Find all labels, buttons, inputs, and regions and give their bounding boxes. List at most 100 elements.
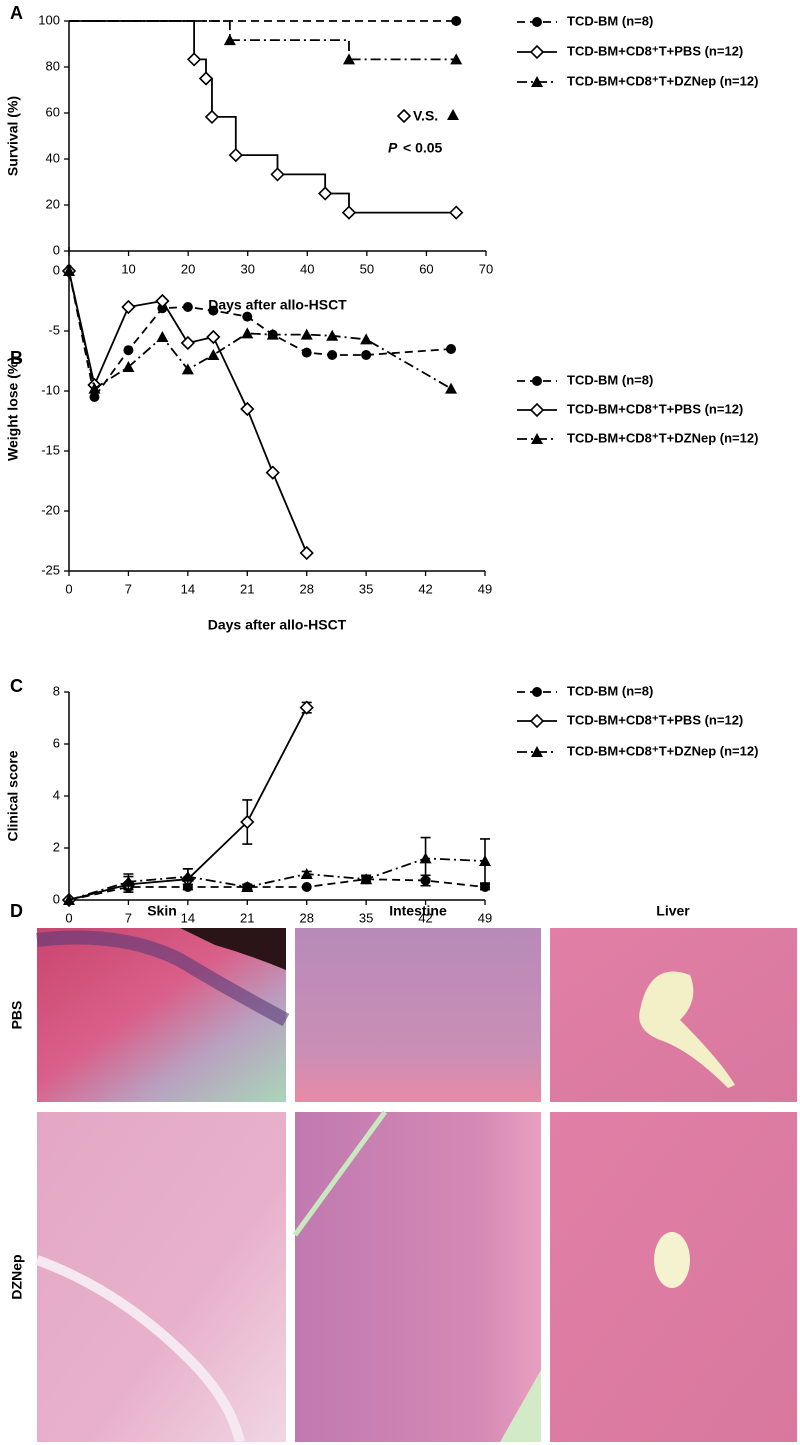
marker [181,870,194,882]
series-line [69,20,457,61]
y-axis-label: Clinical score [5,750,21,841]
x-tick-label: 70 [479,261,493,276]
legend-marker [532,376,542,386]
marker [361,350,372,360]
marker [182,302,193,312]
marker [180,335,195,351]
series-line [68,857,486,901]
y-tick-label: 8 [53,683,60,698]
histology-images [35,928,797,1444]
marker [301,347,312,358]
image-detail [36,930,290,1027]
legend-label: TCD-BM+CD8⁺T+DZNep (n=12) [567,73,758,88]
y-tick-label: 4 [53,787,60,802]
marker [223,34,236,46]
marker [242,311,253,322]
marker [270,167,285,182]
marker [198,71,214,86]
x-tick-label: 28 [299,581,313,596]
marker [445,382,458,394]
image-detail [180,928,286,970]
panel-label: D [10,901,23,921]
legend-label: TCD-BM+CD8⁺T+PBS (n=12) [567,712,743,727]
x-tick-label: 20 [181,261,195,276]
x-tick-label: 49 [478,910,492,925]
y-tick-label: -10 [41,382,60,397]
x-tick-label: 7 [125,910,132,925]
marker [123,345,134,356]
panel-label: A [10,3,23,23]
image-detail [35,1255,245,1444]
marker [318,186,333,201]
marker [207,349,220,360]
y-tick-label: 40 [46,150,60,165]
y-tick-label: -20 [41,502,60,517]
marker [327,350,338,360]
legend-marker [529,44,545,60]
x-tick-label: 49 [478,581,492,596]
marker [156,331,169,342]
y-tick-label: 0 [53,891,60,906]
marker [155,293,170,309]
x-tick-label: 60 [419,261,433,276]
marker [299,545,314,561]
legend-label: TCD-BM (n=8) [567,683,653,698]
x-tick-label: 42 [418,910,432,925]
panel-label: B [10,348,23,368]
legend-label: TCD-BM+CD8⁺T+PBS (n=12) [567,401,743,416]
image-detail [500,1370,541,1442]
x-axis-label: Days after allo-HSCT [208,297,347,313]
y-tick-label: 0 [53,242,60,257]
x-tick-label: 28 [299,910,313,925]
legend-marker [529,713,545,729]
marker [206,329,221,345]
marker [360,873,373,885]
marker [186,52,202,67]
marker [341,205,357,220]
marker [300,868,313,879]
image-intestine-pbs [295,928,541,1102]
annotation-symbol [447,109,459,120]
y-axis-label: Weight lose (%) [5,357,21,461]
y-tick-label: 60 [46,104,60,119]
x-tick-label: 30 [240,261,254,276]
legend-label: TCD-BM (n=8) [567,13,653,28]
marker [479,855,491,866]
x-tick-label: 40 [300,261,314,276]
image-detail [292,1110,388,1237]
x-tick-label: 0 [65,581,72,596]
marker [241,327,254,339]
series-line [68,270,452,391]
marker [63,894,75,905]
legend-marker [531,433,543,444]
marker [265,465,280,480]
marker [208,305,219,316]
column-label: Liver [656,903,690,919]
legend-label: TCD-BM+CD8⁺T+PBS (n=12) [567,43,743,58]
y-tick-label: 100 [38,12,60,27]
y-tick-label: 2 [53,839,60,854]
y-tick-label: -5 [48,322,60,337]
legend-label: TCD-BM+CD8⁺T+DZNep (n=12) [567,743,758,758]
x-tick-label: 50 [360,261,374,276]
marker [122,875,135,887]
y-tick-label: 80 [46,58,60,73]
marker [301,882,312,892]
image-detail [639,971,735,1088]
annotation: P [388,140,398,156]
marker [342,53,355,65]
series-line [68,270,308,554]
marker [266,328,279,340]
marker [204,109,220,125]
x-axis-label: Days after allo-HSCT [208,617,347,633]
marker [450,53,463,65]
x-tick-label: 7 [125,581,132,596]
marker [451,16,462,26]
marker [240,814,255,830]
legend-marker [529,402,545,418]
y-tick-label: 6 [53,735,60,750]
x-tick-label: 21 [240,910,254,925]
marker [446,344,457,354]
annotation: V.S. [413,108,438,124]
